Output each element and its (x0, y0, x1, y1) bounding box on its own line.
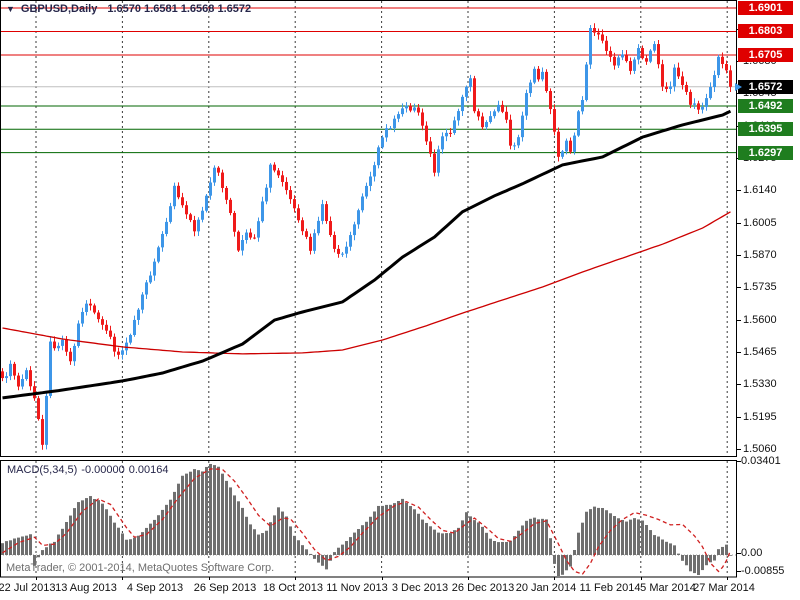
macd-tick-mark (736, 571, 741, 572)
date-label: 3 Dec 2013 (391, 582, 449, 594)
price-tick-mark (736, 384, 741, 386)
resistance-badge: 1.6901 (738, 1, 793, 15)
price-tick-label: 1.5600 (743, 313, 777, 326)
date-label: 18 Oct 2013 (263, 582, 323, 594)
date-label: 5 Mar 2014 (640, 582, 696, 594)
price-tick-mark (736, 416, 741, 418)
support-badge: 1.6297 (738, 145, 793, 160)
price-tick-mark (736, 254, 741, 256)
date-label: 4 Sep 2013 (126, 582, 184, 594)
time-tick-mark (727, 577, 729, 580)
time-tick-mark (640, 577, 642, 580)
macd-scale-label: 0.03401 (741, 455, 781, 467)
symbol-dropdown-icon[interactable]: ▼ (6, 4, 15, 14)
current-price-arrow-icon (735, 82, 742, 91)
date-label: 13 Aug 2013 (55, 582, 117, 594)
macd-signal-value: 0.00164 (128, 464, 169, 476)
macd-scale-label: -0.00855 (741, 565, 785, 577)
support-badge: 1.6395 (738, 122, 793, 137)
macd-main-value: -0.00000 (81, 464, 125, 476)
resistance-badge: 1.6705 (738, 47, 793, 62)
macd-indicator-label: MACD(5,34,5) -0.00000 0.00164 (7, 463, 173, 477)
time-tick-mark (295, 577, 297, 580)
time-tick-mark (122, 577, 124, 580)
time-tick-mark (36, 577, 37, 580)
support-badge: 1.6492 (738, 98, 793, 113)
macd-tick-mark (736, 553, 741, 554)
time-tick-mark (381, 577, 383, 580)
price-tick-label: 1.5465 (743, 345, 777, 358)
price-tick-mark (736, 351, 741, 353)
time-tick-mark (208, 577, 210, 580)
price-tick-label: 1.6140 (743, 184, 777, 197)
price-tick-mark (736, 319, 741, 321)
date-label: 27 Mar 2014 (693, 582, 755, 594)
chart-title: ▼ GBPUSD,Daily 1.6570 1.6581 1.6568 1.6572 (6, 2, 251, 16)
ohlc-values: 1.6570 1.6581 1.6568 1.6572 (107, 3, 252, 15)
time-tick-mark (468, 577, 469, 580)
price-tick-label: 1.5870 (743, 248, 777, 261)
date-label: 26 Dec 2013 (451, 582, 515, 594)
date-label: 22 Jul 2013 (0, 582, 56, 594)
macd-tick-mark (736, 461, 741, 462)
price-tick-label: 1.5195 (743, 410, 777, 423)
date-label: 26 Sep 2013 (193, 582, 257, 594)
date-label: 20 Jan 2014 (515, 582, 577, 594)
resistance-badge: 1.6803 (738, 24, 793, 39)
price-tick-label: 1.5060 (743, 442, 777, 455)
price-tick-mark (736, 448, 741, 450)
current-price-badge: 1.6572 (738, 79, 793, 94)
price-tick-label: 1.5735 (743, 281, 777, 294)
watermark: MetaTrader, © 2001-2014, MetaQuotes Soft… (6, 562, 275, 574)
price-tick-label: 1.6005 (743, 216, 777, 229)
price-tick-mark (736, 287, 741, 289)
price-tick-mark (736, 190, 741, 192)
price-tick-mark (736, 222, 741, 224)
price-tick-label: 1.5330 (743, 378, 777, 391)
macd-scale-label: 0.00 (741, 547, 763, 559)
macd-name: MACD(5,34,5) (7, 464, 78, 476)
date-label: 11 Feb 2014 (579, 582, 641, 594)
time-tick-mark (554, 577, 556, 580)
date-label: 11 Nov 2013 (326, 582, 388, 594)
symbol-timeframe-label: GBPUSD,Daily (20, 3, 98, 15)
